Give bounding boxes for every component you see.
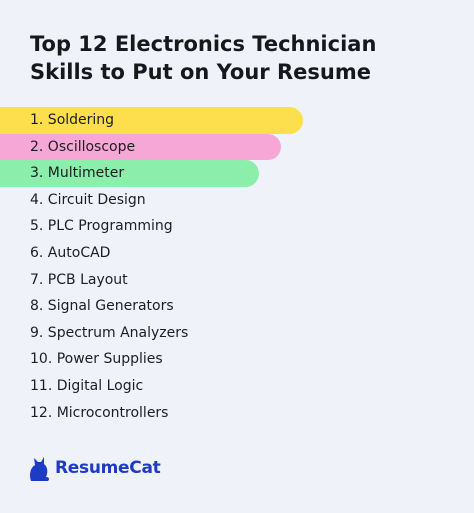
skill-item: 12. Microcontrollers (30, 404, 169, 421)
skill-item: 2. Oscilloscope (0, 133, 281, 161)
skill-item: 1. Soldering (0, 107, 303, 134)
skill-item: 9. Spectrum Analyzers (30, 324, 189, 341)
skill-item: 8. Signal Generators (30, 298, 174, 315)
skill-item: 6. AutoCAD (30, 244, 111, 261)
skill-list: 1. Soldering 2. Oscilloscope 3. Multimeter… (0, 107, 474, 426)
skill-item: 7. PCB Layout (30, 271, 128, 288)
title: Top 12 Electronics Technician Skills to P… (30, 30, 376, 86)
skill-item: 10. Power Supplies (30, 351, 163, 368)
title-line: Top 12 Electronics Technician (30, 32, 377, 56)
skill-item: 4. Circuit Design (30, 191, 146, 208)
brand: ResumeCat (28, 454, 161, 482)
skill-item: 11. Digital Logic (30, 377, 144, 394)
title-line: Skills to Put on Your Resume (30, 60, 371, 84)
skill-item: 3. Multimeter (0, 160, 259, 187)
brand-name: ResumeCat (55, 458, 161, 478)
skill-item: 5. PLC Programming (30, 218, 173, 235)
brand-logo (30, 457, 50, 481)
